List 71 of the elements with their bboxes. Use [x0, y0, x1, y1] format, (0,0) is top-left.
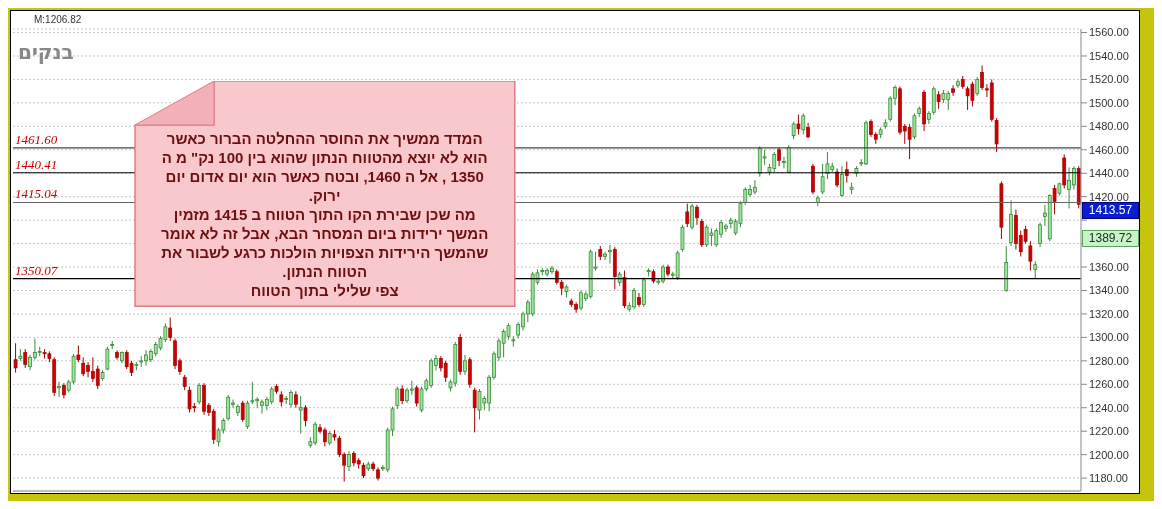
y-tick-label: 1260.00	[1089, 378, 1129, 391]
candlestick	[1052, 184, 1057, 215]
candlestick	[975, 76, 980, 97]
y-tick-label: 1440.00	[1089, 167, 1129, 180]
text: המדד ממשיך את החוסר ההחלטה הברור כאשר הוא לא יוצא מהטווח הנתון שהוא בין 100 נק" מ ה 1350 , אל ה 1460, ובטח כאשר הוא יום אדום יום ירוק. מה שכן שבירת הקו התוך הטווח ב 1415 מזמין המשך ירידות ביום המסחר הבא, אבל זה לא אומר שהמשך הירידות הצפויות הולכות כרגע לשבור את הטווח הנתון. צפי שלילי בתוך הטווח	[161, 129, 489, 299]
candlestick	[240, 400, 245, 423]
candlestick	[226, 394, 231, 422]
candlestick	[907, 123, 912, 160]
candlestick	[400, 384, 405, 405]
candlestick	[23, 348, 28, 369]
candlestick	[603, 251, 607, 261]
y-tick-label: 1280.00	[1089, 354, 1129, 367]
text: M:1206.82	[34, 14, 82, 25]
candlestick	[951, 84, 955, 97]
candlestick	[608, 244, 612, 265]
candlestick	[95, 365, 100, 390]
candlestick	[347, 450, 351, 472]
ref-line-label: 1440.41	[15, 156, 58, 172]
y-tick-label: 1360.00	[1089, 260, 1129, 273]
candlestick	[801, 112, 806, 136]
candlestick	[680, 224, 685, 253]
ref-line-label: 1415.04	[15, 186, 58, 202]
y-tick-label: 1560.00	[1089, 26, 1129, 39]
candlestick	[395, 386, 400, 410]
candlestick	[927, 110, 931, 125]
candlestick	[1038, 221, 1042, 248]
candlestick	[931, 85, 936, 116]
candlestick	[443, 360, 448, 383]
candlestick	[477, 388, 482, 420]
y-tick-label: 1180.00	[1089, 472, 1128, 485]
text: 1413.57	[1082, 202, 1139, 220]
candlestick	[820, 163, 825, 195]
y-tick-label: 1540.00	[1089, 49, 1129, 62]
candlestick	[81, 356, 86, 377]
text: 1389.72	[1082, 230, 1139, 248]
candlestick	[303, 404, 308, 428]
candlestick	[840, 165, 844, 198]
y-tick-label: 1240.00	[1089, 401, 1129, 414]
candlestick	[956, 78, 960, 89]
y-tick-label: 1500.00	[1089, 96, 1129, 109]
candlestick	[463, 354, 467, 376]
y-tick-label: 1300.00	[1089, 331, 1129, 344]
ref-line-label: 1350.07	[15, 262, 58, 278]
candlestick	[690, 203, 694, 231]
candlestick	[168, 316, 173, 342]
candlestick	[695, 204, 699, 226]
y-tick-label: 1320.00	[1089, 307, 1129, 320]
candlestick	[57, 381, 61, 398]
y-tick-label: 1340.00	[1089, 284, 1129, 297]
candlestick	[414, 384, 419, 408]
candlestick	[1028, 240, 1033, 272]
candlestick	[912, 112, 917, 140]
candlestick	[825, 151, 830, 180]
candlestick	[835, 168, 839, 188]
candlestick	[796, 114, 801, 136]
candlestick	[13, 342, 18, 374]
ref-line-label: 1461.60	[15, 131, 58, 147]
y-tick-label: 1420.00	[1089, 190, 1129, 203]
candlestick	[298, 395, 303, 435]
y-tick-label: 1460.00	[1089, 143, 1129, 156]
y-tick-label: 1480.00	[1089, 120, 1129, 133]
candlestick	[980, 64, 984, 91]
candlestick	[197, 382, 202, 405]
text: בנקים	[18, 40, 74, 64]
candlestick	[685, 203, 690, 228]
y-tick-label: 1220.00	[1089, 425, 1129, 438]
y-tick-label: 1200.00	[1089, 448, 1129, 461]
candlestick	[994, 117, 999, 153]
candlestick	[699, 218, 704, 248]
y-tick-label: 1520.00	[1089, 73, 1129, 86]
candlestick	[472, 387, 477, 433]
